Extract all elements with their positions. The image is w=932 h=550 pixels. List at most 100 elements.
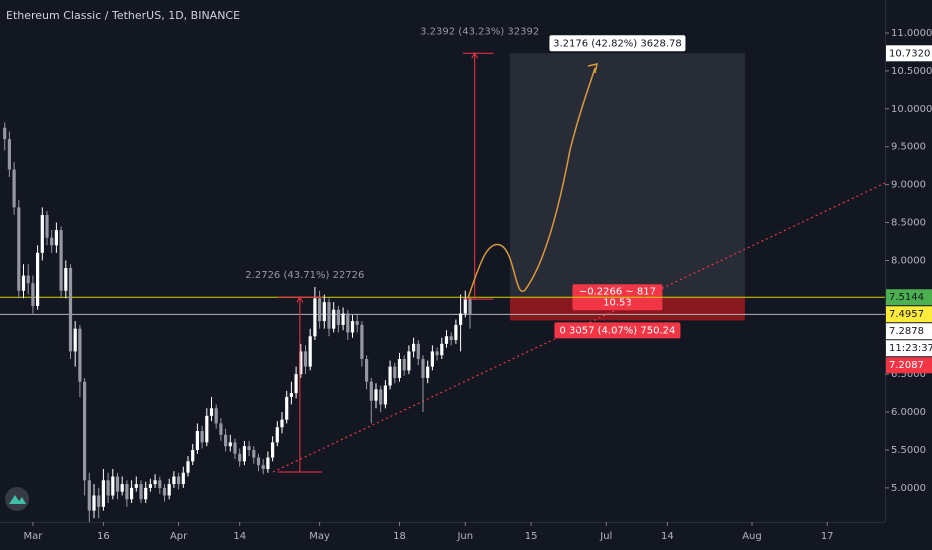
candle-body [242, 446, 246, 462]
axis-price-label: 11:23:37 [889, 343, 932, 354]
candle-body [407, 351, 411, 371]
measure-label: 3.2392 (43.23%) 32392 [420, 26, 539, 37]
candle-body [388, 366, 392, 386]
candle-body [426, 366, 430, 378]
candle-body [101, 480, 105, 507]
candle-body [444, 336, 449, 344]
candle-body [106, 480, 110, 496]
candle-body [308, 336, 312, 367]
target-label-text: 3.2176 (42.82%) 3628.78 [553, 38, 682, 49]
candle-body [458, 313, 463, 325]
candle-body [73, 328, 77, 352]
chart-title: Ethereum Classic / TetherUS, 1D, BINANCE [6, 9, 240, 22]
candle-body [383, 385, 387, 405]
candle-body [402, 358, 406, 371]
axis-price-label: 7.2087 [889, 360, 924, 371]
candle-body [327, 302, 331, 329]
candle-body [468, 298, 472, 315]
candle-body [125, 484, 129, 500]
x-tick-label: Apr [170, 531, 188, 542]
candle-body [266, 457, 270, 469]
candle-body [172, 476, 176, 485]
candle-body [176, 476, 181, 485]
candle-body [289, 393, 293, 397]
candle-body [26, 275, 30, 284]
candle-body [158, 480, 162, 488]
axis-price-box [886, 289, 932, 306]
candle-body [421, 358, 425, 378]
candle-body [7, 139, 11, 170]
candle-body [97, 495, 101, 507]
x-tick-label: Mar [23, 531, 43, 542]
x-tick-label: Jul [599, 531, 612, 542]
candle-body [111, 476, 115, 496]
logo-mark[interactable] [9, 495, 26, 504]
y-tick-label: 5.0000 [891, 483, 926, 494]
candle-body [228, 442, 232, 447]
stop-label-box [554, 322, 681, 339]
candle-body [209, 408, 214, 416]
candle-body [247, 446, 251, 450]
forecast-curve [467, 67, 596, 299]
candle-body [219, 423, 223, 435]
candle-body [270, 442, 275, 458]
y-tick-label: 6.5000 [891, 369, 926, 380]
measure-arrow [296, 296, 304, 303]
y-tick-label: 8.0000 [891, 255, 926, 266]
logo[interactable] [5, 487, 29, 511]
measure-label: 2.2726 (43.71%) 22726 [245, 270, 364, 281]
axis-price-box [886, 357, 932, 374]
candle-body [134, 484, 138, 488]
candle-body [115, 476, 120, 492]
y-tick-label: 9.0000 [891, 180, 926, 191]
axis-price-box [886, 306, 932, 323]
candle-body [411, 343, 416, 352]
candle-body [78, 328, 82, 382]
candle-body [379, 389, 383, 405]
entry-label-text: −0.2266 ~ 817 [579, 287, 656, 298]
candle-body [3, 127, 7, 140]
candle-body [275, 427, 279, 443]
candle-body [144, 487, 148, 500]
axis-price-label: 7.5144 [889, 292, 924, 303]
candle-body [50, 237, 54, 246]
candle-body [280, 419, 284, 428]
x-tick-label: Aug [742, 531, 762, 542]
candle-body [186, 461, 190, 473]
candle-body [336, 309, 340, 325]
x-tick-label: 14 [233, 531, 246, 542]
candle-body [82, 381, 87, 481]
candle-body [223, 434, 228, 447]
x-tick-label: Jun [456, 531, 473, 542]
candle-body [364, 358, 369, 382]
candle-body [35, 252, 40, 306]
x-tick-label: 16 [97, 531, 110, 542]
axis-price-box [886, 45, 932, 62]
axis-price-label: 7.4957 [889, 309, 924, 320]
candle-body [435, 351, 439, 356]
x-tick-label: 17 [821, 531, 834, 542]
candle-body [313, 298, 317, 337]
candle-body [200, 431, 204, 443]
y-tick-label: 9.5000 [891, 142, 926, 153]
candle-body [87, 480, 91, 511]
candle-body [139, 484, 143, 500]
y-tick-label: 5.5000 [891, 445, 926, 456]
candle-body [416, 343, 420, 359]
candle-body [40, 214, 44, 253]
candle-body [12, 169, 16, 208]
measure-arrow [471, 52, 479, 59]
candle-body [360, 324, 364, 359]
candle-body [299, 351, 303, 375]
y-tick-label: 11.0000 [891, 28, 932, 39]
candle-body [214, 408, 218, 424]
candle-body [45, 214, 49, 238]
candle-body [21, 275, 26, 291]
candle-body [59, 230, 63, 291]
candle-body [393, 366, 397, 378]
y-tick-label: 6.0000 [891, 407, 926, 418]
candle-body [129, 487, 134, 500]
plot: 5.0000 5.5000 6.0000 6.5000 8.0000 8.5000 9.00… [0, 26, 932, 542]
